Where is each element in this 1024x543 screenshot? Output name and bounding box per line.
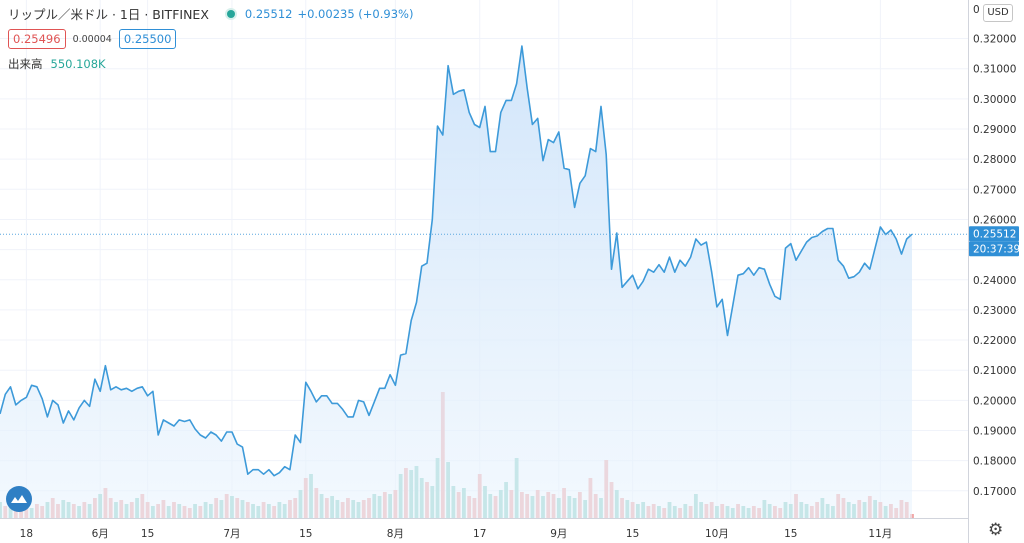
price-area-fill <box>0 46 912 518</box>
legend-header: リップル／米ドル · 1日 · BITFINEX 0.25512 +0.0023… <box>8 4 413 23</box>
price-change: +0.00235 (+0.93%) <box>297 6 414 21</box>
currency-button[interactable]: USD <box>983 4 1013 22</box>
y-tick-label: 0.23000 <box>973 305 1016 317</box>
y-tick-label: 0.28000 <box>973 154 1016 166</box>
y-tick-label: 0.26000 <box>973 214 1016 226</box>
y-tick-label: 0.29000 <box>973 124 1016 136</box>
x-tick-label: 15 <box>626 528 639 540</box>
y-tick-label: 0.30000 <box>973 94 1016 106</box>
symbol-title[interactable]: リップル／米ドル · 1日 · BITFINEX <box>8 7 209 22</box>
countdown-bg <box>969 241 1019 257</box>
volume-label: 出来高 <box>8 57 43 71</box>
price-tag-text: 0.25512 <box>973 229 1016 241</box>
y-tick-label: 0.17000 <box>973 486 1016 498</box>
x-tick-label: 15 <box>141 528 154 540</box>
countdown-text: 20:37:39 <box>973 244 1020 256</box>
price-line <box>0 45 913 477</box>
x-tick-label: 18 <box>20 528 33 540</box>
sell-price-box[interactable]: 0.25496 <box>8 29 66 49</box>
y-tick-label: 0.27000 <box>973 184 1016 196</box>
last-price: 0.25512 <box>244 6 293 21</box>
y-tick-label: 0 <box>973 4 980 16</box>
x-tick-label: 15 <box>299 528 312 540</box>
x-tick-label: 6月 <box>92 528 109 540</box>
gear-icon[interactable]: ⚙ <box>988 520 1004 540</box>
y-tick-label: 0.19000 <box>973 426 1016 438</box>
buy-price-box[interactable]: 0.25500 <box>118 29 177 49</box>
x-tick-label: 8月 <box>387 528 404 540</box>
spread-value: 0.00004 <box>72 33 112 45</box>
x-tick-label: 7月 <box>223 528 240 540</box>
volume-legend: 出来高 550.108K <box>8 56 106 72</box>
price-tags: 0.25512 20:37:39 <box>969 226 1020 257</box>
y-tick-label: 0.31000 <box>973 64 1016 76</box>
x-tick-label: 10月 <box>705 528 729 540</box>
price-series <box>0 45 913 518</box>
bid-ask-row: 0.25496 0.00004 0.25500 <box>8 29 177 49</box>
price-tag-bg <box>969 226 1019 242</box>
market-status-dot <box>226 9 235 18</box>
y-tick-label: 0.32000 <box>973 34 1016 46</box>
tradingview-logo[interactable] <box>6 486 32 512</box>
x-tick-label: 9月 <box>550 528 567 540</box>
x-tick-label: 11月 <box>868 528 892 540</box>
y-tick-label: 0.18000 <box>973 456 1016 468</box>
volume-value: 550.108K <box>50 57 106 71</box>
y-tick-label: 0.24000 <box>973 275 1016 287</box>
y-tick-label: 0.20000 <box>973 395 1016 407</box>
x-tick-label: 15 <box>784 528 797 540</box>
y-tick-label: 0.21000 <box>973 365 1016 377</box>
x-tick-label: 17 <box>473 528 486 540</box>
y-tick-label: 0.22000 <box>973 335 1016 347</box>
